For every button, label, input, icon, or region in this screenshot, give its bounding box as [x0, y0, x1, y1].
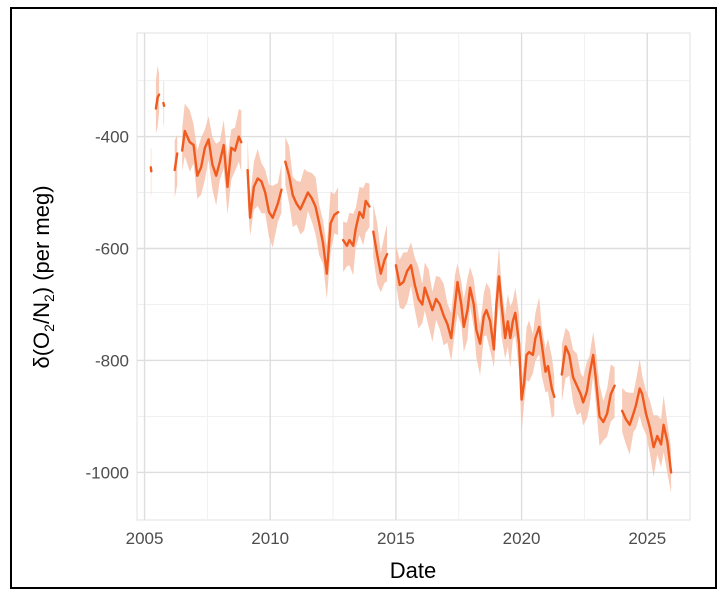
y-axis-title-part: ) (per meg) — [29, 185, 54, 294]
y-tick-label: -1000 — [86, 463, 129, 482]
y-axis-title-part: 2 — [41, 294, 57, 302]
x-tick-label: 2010 — [251, 529, 289, 548]
x-tick-labels: 2005 2010 2015 2020 2025 — [126, 529, 667, 548]
x-tick-label: 2005 — [126, 529, 164, 548]
series-line — [163, 103, 164, 106]
uncertainty-band — [151, 148, 152, 199]
x-tick-label: 2015 — [377, 529, 415, 548]
y-axis-title-part: δ(O — [29, 332, 54, 369]
chart-svg: -400 -600 -800 -1000 2005 2010 2015 2020 2025 D… — [12, 9, 715, 587]
x-axis-title: Date — [390, 558, 436, 583]
y-axis-title-part: 2 — [41, 324, 57, 332]
x-tick-label: 2020 — [503, 529, 541, 548]
y-tick-labels: -400 -600 -800 -1000 — [86, 128, 129, 483]
y-axis-title: δ(O2/N2) (per meg) — [29, 185, 57, 368]
series-line — [151, 167, 152, 171]
x-tick-label: 2025 — [628, 529, 666, 548]
y-tick-label: -400 — [95, 128, 129, 147]
y-tick-label: -600 — [95, 240, 129, 259]
chart-frame: -400 -600 -800 -1000 2005 2010 2015 2020 2025 D… — [10, 7, 717, 589]
y-axis-title-part: /N — [29, 302, 54, 324]
y-tick-label: -800 — [95, 351, 129, 370]
